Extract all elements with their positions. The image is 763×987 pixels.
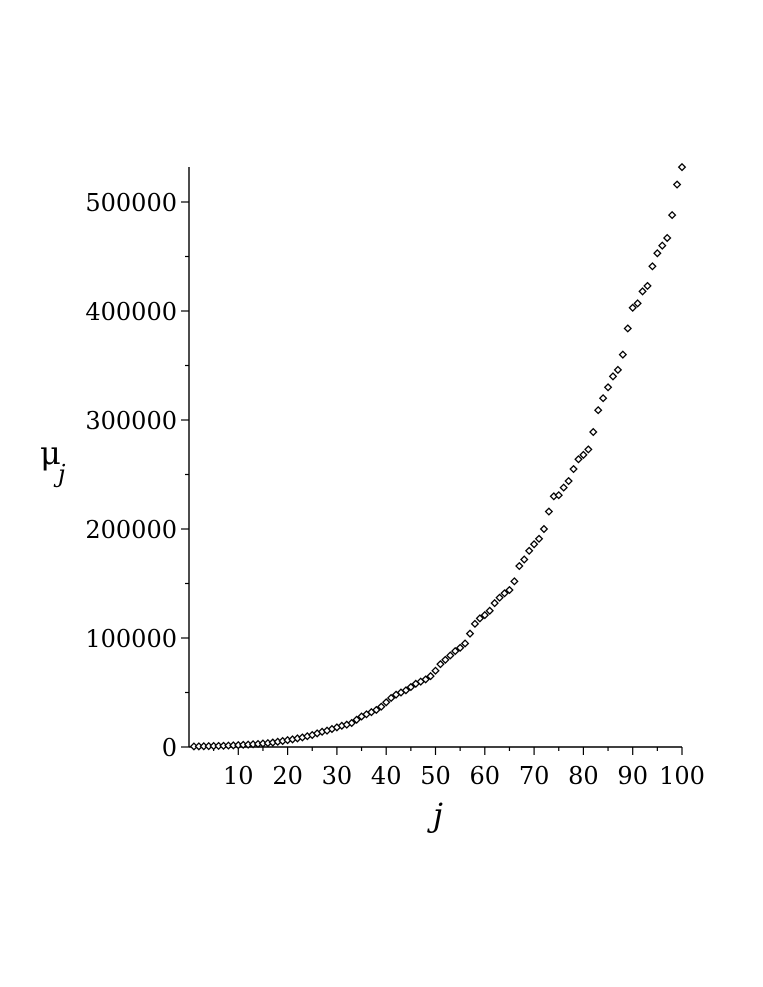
data-point	[618, 350, 628, 359]
x-tick-label: 60	[470, 762, 501, 790]
data-point	[386, 693, 396, 703]
data-point	[564, 476, 573, 486]
data-point	[372, 705, 381, 715]
data-point	[421, 675, 430, 684]
data-point	[569, 464, 578, 474]
y-tick-label: 200000	[85, 516, 177, 544]
data-point	[515, 561, 524, 571]
data-point	[662, 233, 672, 243]
x-axis-title: j	[427, 796, 443, 834]
x-tick-label: 10	[223, 762, 254, 790]
y-tick-label: 100000	[85, 625, 177, 653]
x-tick-label: 40	[371, 762, 402, 790]
y-tick-label: 300000	[85, 407, 177, 435]
data-point	[524, 546, 534, 556]
data-point	[505, 585, 514, 595]
data-point	[579, 450, 588, 460]
data-point	[638, 287, 647, 296]
data-point	[460, 639, 470, 648]
data-point	[554, 490, 563, 500]
data-point	[633, 299, 642, 308]
data-point	[603, 383, 613, 392]
data-point	[559, 483, 568, 492]
data-point	[436, 659, 445, 669]
data-point	[347, 718, 356, 728]
data-point	[377, 702, 386, 711]
data-point	[441, 655, 450, 665]
data-point	[584, 445, 593, 454]
data-point	[475, 614, 485, 623]
data-point	[623, 324, 632, 333]
x-tick-label: 100	[659, 762, 705, 790]
data-point	[381, 698, 391, 707]
data-point	[643, 281, 652, 291]
data-point	[490, 598, 499, 608]
y-axis-title: μ	[40, 434, 61, 472]
axes: 10 20 30 40 50 60 70 80 90 100 0 100000 200000 300000…	[85, 167, 705, 790]
data-point	[574, 455, 583, 464]
data-point	[672, 180, 682, 189]
data-point	[544, 507, 554, 516]
x-tick-label: 20	[272, 762, 303, 790]
data-point	[608, 372, 618, 381]
data-point	[529, 540, 539, 549]
data-point	[658, 241, 667, 250]
data-point	[648, 262, 657, 271]
x-tick-label: 70	[519, 762, 550, 790]
x-tick-label: 80	[568, 762, 599, 790]
x-tick-label: 30	[322, 762, 353, 790]
data-point	[401, 686, 411, 695]
data-point	[539, 524, 549, 534]
data-point	[534, 534, 544, 544]
data-point	[426, 671, 435, 681]
data-point	[667, 210, 677, 220]
data-point	[480, 610, 490, 620]
y-tick-label: 0	[162, 734, 177, 762]
data-point	[451, 646, 460, 656]
y-tick-label: 500000	[85, 189, 177, 217]
x-tick-label: 50	[420, 762, 451, 790]
data-point	[593, 405, 603, 415]
x-tick-label: 90	[617, 762, 648, 790]
data-point	[520, 555, 529, 564]
data-point	[465, 629, 475, 638]
data-point	[485, 606, 494, 615]
data-point	[510, 577, 519, 586]
data-point	[495, 593, 504, 602]
data-point	[677, 162, 687, 172]
data-point	[455, 643, 465, 653]
data-point	[653, 249, 662, 258]
data-point	[406, 682, 416, 692]
data-point	[446, 651, 455, 660]
data-point	[589, 427, 598, 437]
data-point	[628, 303, 637, 312]
data-point	[598, 393, 608, 403]
data-point	[500, 589, 509, 598]
data-point	[431, 666, 440, 675]
data-point	[352, 715, 361, 724]
y-tick-label: 400000	[85, 298, 177, 326]
data-points	[189, 162, 687, 751]
data-point	[613, 365, 623, 375]
data-point	[470, 619, 480, 629]
